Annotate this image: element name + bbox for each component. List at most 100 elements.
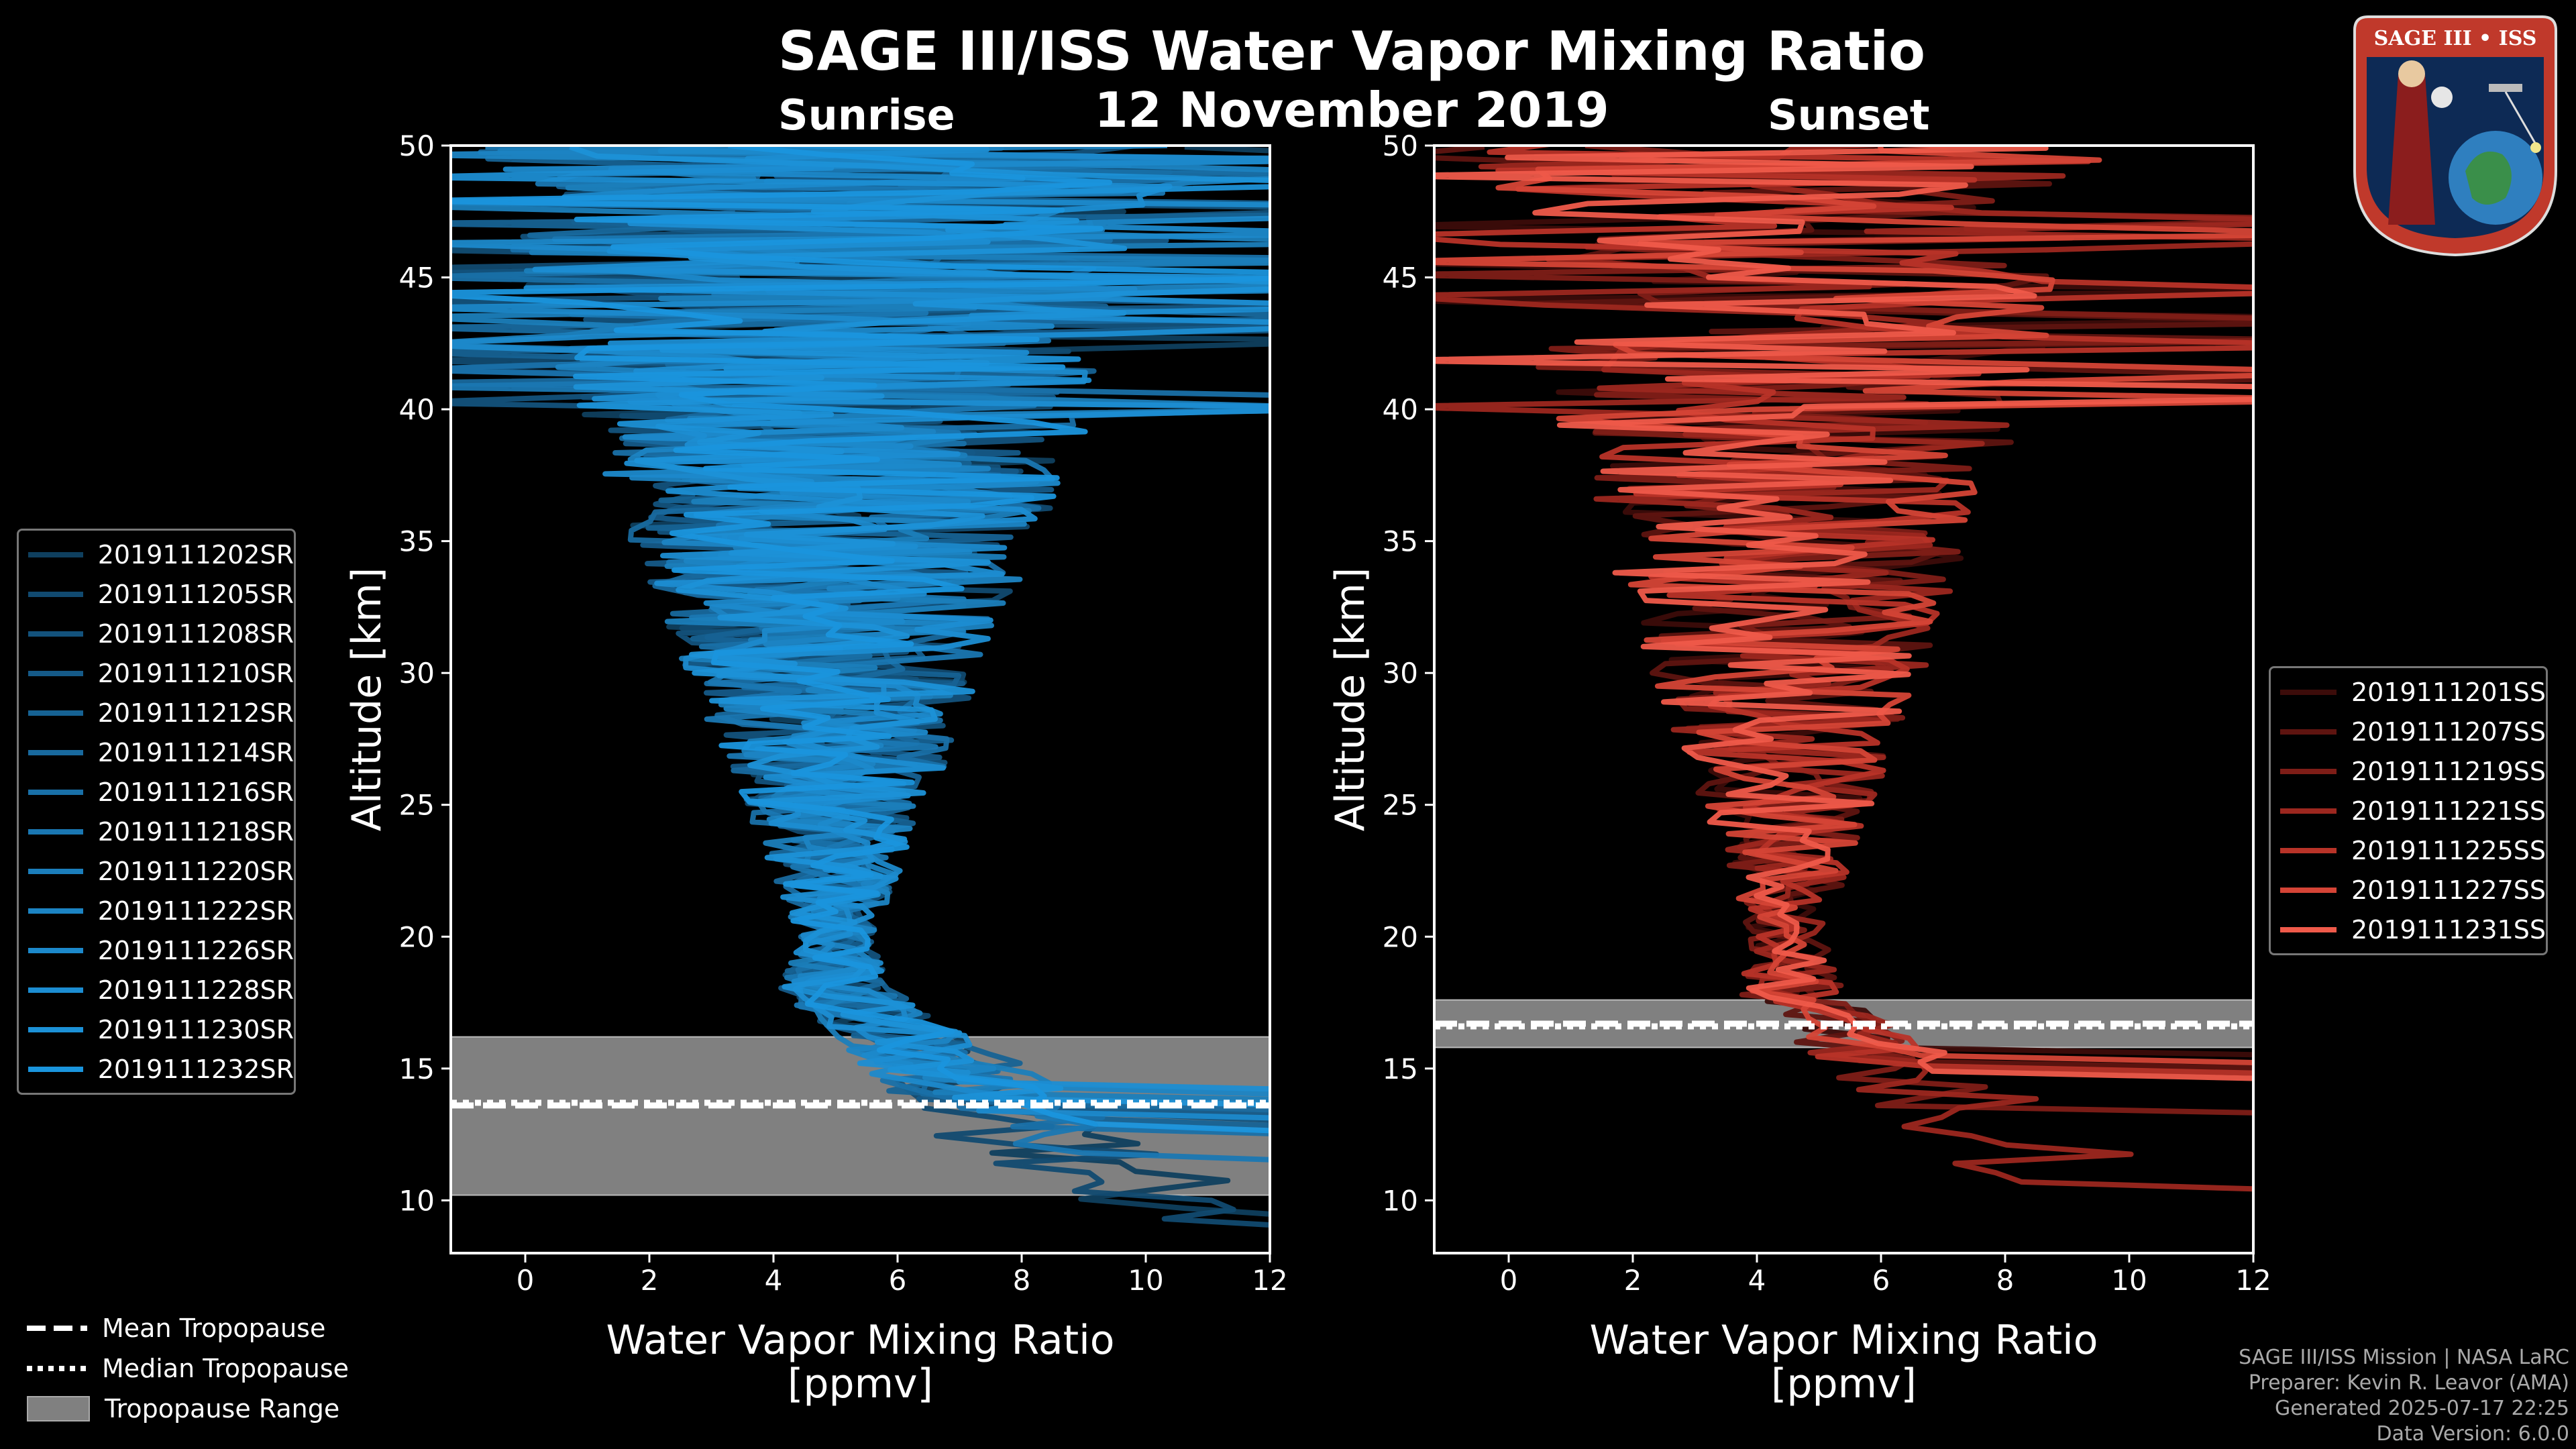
legend-swatch [28, 749, 83, 755]
y-tick-label: 25 [1383, 789, 1418, 822]
legend-swatch [28, 551, 83, 557]
legend-label: 2019111219SS [2351, 756, 2546, 786]
credit-line: SAGE III/ISS Mission | NASA LaRC [2239, 1346, 2569, 1369]
credit-line: Generated 2025-07-17 22:25 [2274, 1397, 2569, 1420]
y-tick-label: 30 [1383, 657, 1418, 690]
y-tick-label: 30 [399, 657, 435, 690]
range-swatch [27, 1396, 90, 1421]
legend-item-2019111210SR: 2019111210SR [19, 653, 294, 693]
credit-line: Preparer: Kevin R. Leavor (AMA) [2248, 1371, 2569, 1395]
legend-mean-tropopause: Mean Tropopause [20, 1308, 349, 1348]
x-tick-label: 12 [2235, 1264, 2271, 1297]
y-tick-label: 20 [399, 920, 435, 953]
sunset-chart: 0 2 4 6 8 10 12 10 15 20 25 30 35 40 45 50 Water Vapor M… [1327, 129, 2271, 1407]
legend-tropopause-range: Tropopause Range [20, 1389, 349, 1429]
legend-item-2019111219SS: 2019111219SS [2271, 751, 2546, 791]
legend-swatch [28, 1026, 83, 1032]
sunset-panel-title: Sunset [1768, 91, 1930, 140]
legend-swatch [2280, 729, 2337, 735]
dotted-line-swatch [27, 1366, 87, 1371]
legend-label: 2019111214SR [97, 737, 294, 767]
legend-swatch [28, 789, 83, 795]
x-tick-label: 6 [889, 1264, 907, 1297]
x-axis-label: Water Vapor Mixing Ratio [1590, 1317, 2098, 1364]
legend-item-2019111201SS: 2019111201SS [2271, 672, 2546, 712]
sunrise-legend: 2019111202SR 2019111205SR 2019111208SR 2019… [17, 529, 296, 1095]
legend-swatch [28, 591, 83, 597]
legend-swatch [2280, 689, 2337, 695]
credits: SAGE III/ISS Mission | NASA LaRC Prepare… [2239, 1345, 2569, 1447]
sunset-plot-area [1434, 146, 2253, 1192]
y-tick-label: 20 [1383, 920, 1418, 953]
y-axis-label: Altitude [km] [343, 568, 390, 832]
date-title: 12 November 2019 [1094, 82, 1609, 138]
series-line-2019111225SS [1434, 146, 2253, 1076]
legend-item-2019111218SR: 2019111218SR [19, 812, 294, 851]
y-tick-label: 45 [399, 262, 435, 294]
legend-swatch [28, 908, 83, 914]
x-tick-label: 2 [1624, 1264, 1642, 1297]
legend-swatch [2280, 887, 2337, 893]
plot-frame [449, 144, 1271, 1254]
legend-item-2019111230SR: 2019111230SR [19, 1010, 294, 1049]
x-axis-label: Water Vapor Mixing Ratio [606, 1317, 1115, 1364]
tropopause-legend: Mean Tropopause Median Tropopause Tropop… [20, 1308, 349, 1429]
y-tick-label: 10 [1383, 1184, 1418, 1217]
dashed-line-swatch [27, 1326, 87, 1331]
legend-item-2019111221SS: 2019111221SS [2271, 791, 2546, 830]
x-tick-label: 6 [1872, 1264, 1890, 1297]
legend-item-2019111207SS: 2019111207SS [2271, 712, 2546, 751]
x-tick-label: 0 [1500, 1264, 1518, 1297]
legend-swatch [28, 631, 83, 637]
x-tick-label: 4 [765, 1264, 783, 1297]
legend-median-tropopause: Median Tropopause [20, 1348, 349, 1389]
sunrise-chart: 0 2 4 6 8 10 12 10 15 20 25 30 35 40 45 50 Water Vapor M… [343, 129, 1288, 1407]
legend-label: Tropopause Range [105, 1394, 340, 1424]
legend-item-2019111202SR: 2019111202SR [19, 535, 294, 574]
x-axis-unit-label: [ppmv] [788, 1360, 933, 1407]
legend-label: 2019111208SR [97, 619, 294, 649]
x-tick-label: 10 [2111, 1264, 2147, 1297]
legend-swatch [28, 868, 83, 874]
y-tick-label: 10 [399, 1184, 435, 1217]
series-line-2019111232SR [451, 146, 1270, 1134]
legend-swatch [28, 1066, 83, 1072]
legend-item-2019111226SR: 2019111226SR [19, 930, 294, 970]
legend-swatch [2280, 847, 2337, 853]
y-tick-label: 35 [1383, 525, 1418, 558]
series-line-2019111231SS [1434, 146, 2253, 1081]
y-tick-label: 50 [399, 129, 435, 162]
main-title: SAGE III/ISS Water Vapor Mixing Ratio [777, 20, 1926, 83]
y-tick-label: 50 [1383, 129, 1418, 162]
legend-label: 2019111228SR [97, 975, 294, 1005]
legend-label: 2019111221SS [2351, 796, 2546, 826]
y-tick-label: 40 [1383, 393, 1418, 426]
legend-label: Mean Tropopause [102, 1313, 326, 1343]
x-tick-label: 8 [1013, 1264, 1031, 1297]
legend-swatch [2280, 926, 2337, 932]
legend-label: 2019111201SS [2351, 677, 2546, 707]
legend-label: 2019111220SR [97, 856, 294, 886]
series-line-2019111228SR [451, 146, 1270, 1092]
y-tick-label: 15 [399, 1053, 435, 1085]
legend-label: 2019111202SR [97, 539, 294, 570]
y-axis-label: Altitude [km] [1327, 568, 1374, 832]
legend-swatch [28, 828, 83, 835]
legend-label: 2019111225SS [2351, 835, 2546, 865]
legend-swatch [28, 670, 83, 676]
legend-label: 2019111216SR [97, 777, 294, 807]
legend-label: 2019111227SS [2351, 875, 2546, 905]
legend-swatch [28, 710, 83, 716]
legend-swatch [2280, 768, 2337, 774]
y-tick-label: 40 [399, 393, 435, 426]
legend-label: 2019111210SR [97, 658, 294, 688]
legend-label: Median Tropopause [102, 1354, 349, 1383]
legend-item-2019111228SR: 2019111228SR [19, 970, 294, 1010]
x-tick-label: 12 [1252, 1264, 1287, 1297]
x-tick-label: 10 [1128, 1264, 1163, 1297]
sunset-legend: 2019111201SS 2019111207SS 2019111219SS 2019… [2269, 666, 2548, 955]
legend-item-2019111216SR: 2019111216SR [19, 772, 294, 812]
legend-label: 2019111226SR [97, 935, 294, 965]
y-tick-label: 35 [399, 525, 435, 558]
